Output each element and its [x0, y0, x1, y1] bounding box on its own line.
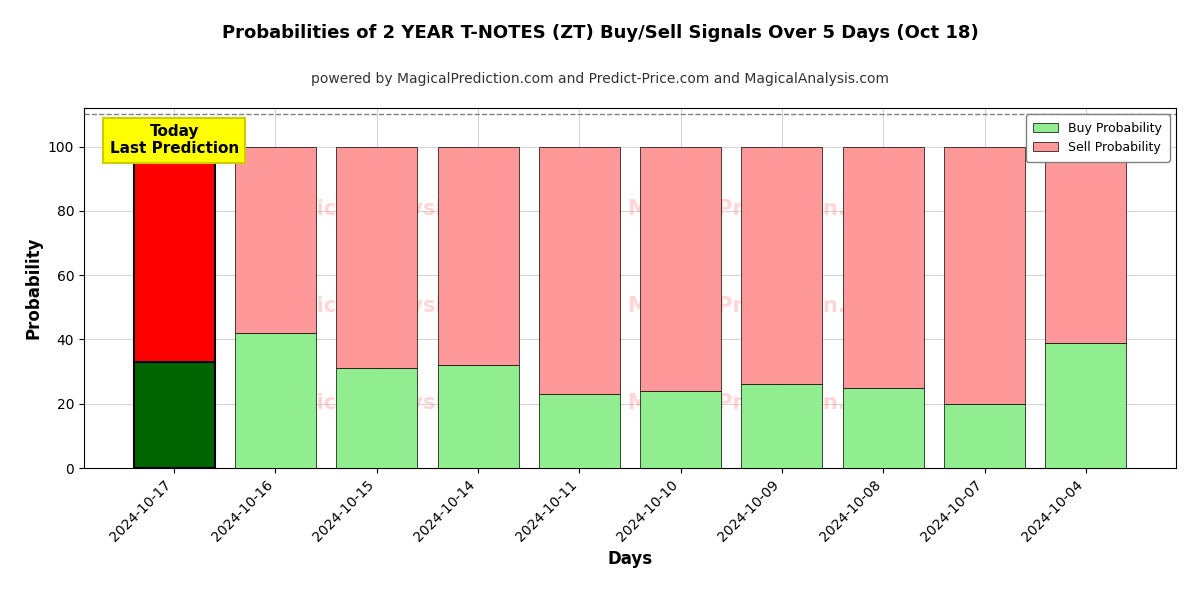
Bar — [1045, 146, 1127, 343]
Text: Today
Last Prediction: Today Last Prediction — [109, 124, 239, 157]
Bar — [1045, 343, 1127, 468]
Text: MagicalAnalysis.com: MagicalAnalysis.com — [268, 296, 512, 316]
Bar — [742, 385, 822, 468]
Bar — [944, 146, 1025, 404]
Text: MagicalPrediction.com: MagicalPrediction.com — [628, 199, 895, 219]
Text: MagicalPrediction.com: MagicalPrediction.com — [628, 296, 895, 316]
Bar — [235, 146, 316, 333]
Bar — [336, 368, 418, 468]
Bar — [842, 388, 924, 468]
Y-axis label: Probability: Probability — [24, 237, 42, 339]
Text: MagicalAnalysis.com: MagicalAnalysis.com — [268, 199, 512, 219]
Bar — [438, 146, 518, 365]
Bar — [842, 146, 924, 388]
Bar — [539, 394, 620, 468]
Text: powered by MagicalPrediction.com and Predict-Price.com and MagicalAnalysis.com: powered by MagicalPrediction.com and Pre… — [311, 72, 889, 86]
Bar — [133, 146, 215, 362]
Bar — [235, 333, 316, 468]
Bar — [742, 146, 822, 385]
Bar — [539, 146, 620, 394]
Bar — [133, 362, 215, 468]
Text: MagicalAnalysis.com: MagicalAnalysis.com — [268, 393, 512, 413]
Bar — [640, 146, 721, 391]
Bar — [944, 404, 1025, 468]
Bar — [640, 391, 721, 468]
Text: Probabilities of 2 YEAR T-NOTES (ZT) Buy/Sell Signals Over 5 Days (Oct 18): Probabilities of 2 YEAR T-NOTES (ZT) Buy… — [222, 24, 978, 42]
Text: MagicalPrediction.com: MagicalPrediction.com — [628, 393, 895, 413]
X-axis label: Days: Days — [607, 550, 653, 568]
Bar — [336, 146, 418, 368]
Bar — [438, 365, 518, 468]
Legend: Buy Probability, Sell Probability: Buy Probability, Sell Probability — [1026, 114, 1170, 161]
